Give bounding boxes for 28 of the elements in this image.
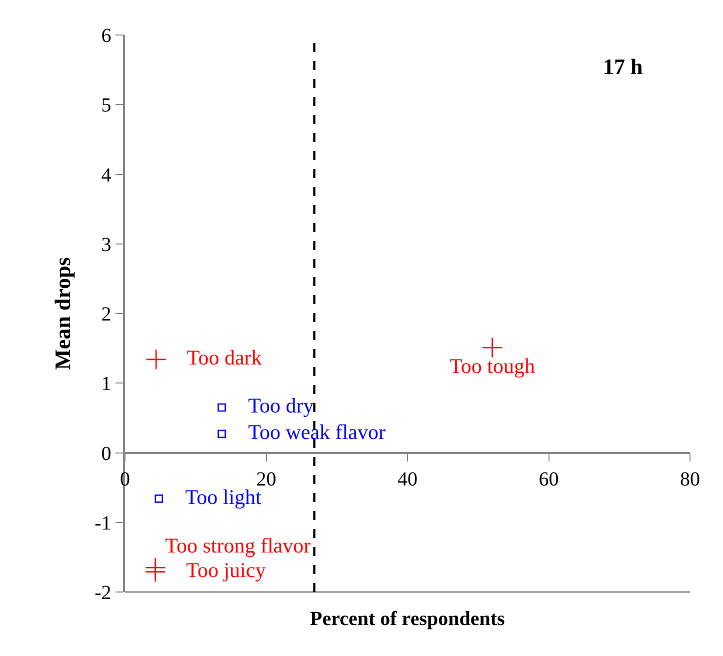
series-label: Too juicy [165, 558, 266, 582]
y-tick-label: 5 [101, 94, 112, 117]
y-tick-label: -1 [94, 512, 112, 534]
point [146, 349, 167, 370]
x-tick-label: 60 [538, 468, 559, 490]
point [482, 337, 503, 358]
y-tick-label: 3 [101, 234, 112, 256]
series-label: Too dry [227, 394, 314, 418]
y-tick-label: 2 [101, 304, 112, 326]
point [144, 561, 166, 582]
point [218, 430, 226, 438]
series-label: Too tough [450, 354, 536, 378]
y-axis-title: Mean drops [50, 256, 75, 370]
x-tick-label: 80 [680, 468, 700, 490]
y-tick-label: -2 [94, 582, 112, 604]
x-tick-label: 0 [120, 468, 130, 490]
x-axis-title: Percent of respondents [310, 608, 506, 630]
series-label: Too weak flavor [227, 420, 386, 444]
x-tick-label: 40 [398, 468, 418, 490]
series-label: Too strong flavor [165, 534, 311, 558]
y-tick-label: 6 [101, 25, 112, 47]
point [154, 494, 164, 503]
point [218, 403, 226, 412]
series-label: Too dark [166, 346, 262, 370]
y-tick-label: 1 [101, 373, 112, 396]
text: 17 h [603, 54, 643, 79]
y-tick-label: 0 [101, 442, 112, 465]
y-tick-label: 4 [101, 164, 112, 186]
